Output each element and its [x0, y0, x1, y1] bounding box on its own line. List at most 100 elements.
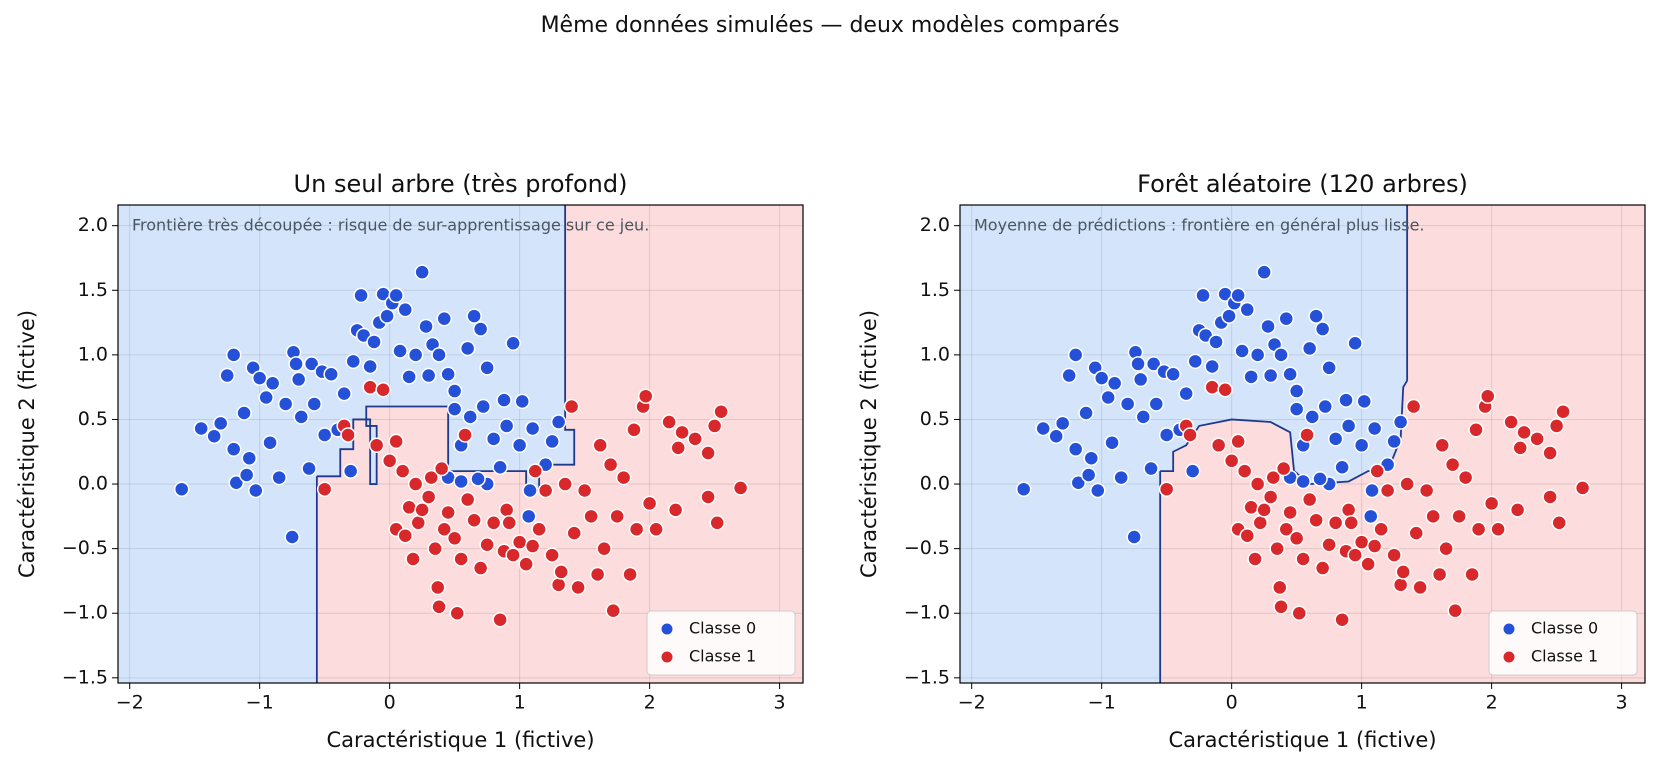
- point: [1373, 521, 1389, 538]
- point: [420, 489, 437, 505]
- point: [228, 475, 245, 491]
- point: [1308, 512, 1324, 528]
- point: [1362, 508, 1379, 525]
- point: [557, 476, 573, 492]
- point: [1464, 566, 1480, 583]
- point: [537, 482, 554, 499]
- point: [501, 515, 517, 531]
- y-tick-label: 1.0: [920, 343, 950, 365]
- point: [1542, 445, 1558, 461]
- point: [353, 287, 369, 304]
- point: [661, 414, 677, 430]
- point: [362, 379, 378, 395]
- point: [368, 437, 385, 454]
- point: [566, 525, 582, 541]
- point: [290, 371, 307, 388]
- point: [1210, 437, 1227, 454]
- point: [420, 367, 437, 384]
- point: [345, 353, 362, 370]
- point: [284, 529, 300, 545]
- point: [241, 450, 258, 466]
- point: [1061, 367, 1077, 384]
- x-axis-label: Caractéristique 1 (fictive): [1168, 728, 1436, 752]
- point: [1468, 422, 1484, 438]
- point: [1262, 489, 1279, 505]
- point: [379, 308, 395, 324]
- x-tick-label: −1: [246, 692, 274, 714]
- point: [225, 347, 242, 363]
- y-tick-label: 0.5: [920, 408, 950, 430]
- point: [1327, 515, 1344, 531]
- point: [301, 460, 317, 477]
- point: [1236, 463, 1253, 479]
- point: [375, 381, 391, 398]
- point: [674, 424, 690, 441]
- point: [709, 515, 725, 531]
- point: [1262, 367, 1279, 384]
- legend-marker: [1502, 622, 1516, 636]
- point: [1106, 375, 1123, 392]
- point: [1067, 347, 1084, 363]
- point: [1509, 502, 1526, 518]
- point: [1288, 530, 1305, 547]
- annotation: Moyenne de prédictions : frontière en gé…: [974, 216, 1425, 235]
- point: [397, 527, 414, 544]
- point: [1239, 527, 1256, 544]
- point: [470, 471, 486, 487]
- y-axis-label: Caractéristique 2 (fictive): [15, 310, 39, 578]
- point: [732, 480, 749, 496]
- point: [1070, 475, 1087, 491]
- point: [430, 579, 446, 596]
- y-tick-label: 0.0: [920, 473, 950, 495]
- point: [401, 369, 417, 385]
- point: [1035, 420, 1051, 437]
- point: [576, 482, 593, 499]
- point: [592, 437, 608, 454]
- point: [1434, 437, 1450, 454]
- axes-frame: [117, 204, 804, 684]
- point: [1204, 358, 1220, 375]
- axes-frame: [959, 204, 1646, 684]
- point: [1312, 471, 1328, 487]
- point: [440, 366, 456, 382]
- y-tick-label: 0.0: [78, 473, 108, 495]
- x-tick-label: 3: [1616, 692, 1628, 714]
- point: [475, 398, 491, 415]
- point: [1178, 385, 1194, 402]
- point: [1217, 381, 1233, 398]
- point: [1301, 491, 1318, 508]
- point: [1230, 287, 1246, 304]
- point: [531, 521, 547, 538]
- point: [1093, 370, 1110, 386]
- point: [457, 427, 473, 443]
- region-class-0: [118, 205, 575, 683]
- point: [505, 335, 521, 351]
- legend-label: Classe 0: [1531, 619, 1598, 638]
- y-axis-label: Caractéristique 2 (fictive): [857, 310, 881, 578]
- y-tick-label: 2.0: [920, 214, 950, 236]
- point: [453, 473, 469, 490]
- point: [602, 456, 619, 473]
- point: [212, 415, 229, 432]
- point: [1516, 424, 1532, 441]
- point: [219, 367, 235, 384]
- point: [1555, 403, 1571, 420]
- point: [258, 389, 274, 406]
- point: [206, 428, 222, 444]
- point: [1221, 308, 1237, 324]
- point: [1512, 440, 1528, 456]
- point: [381, 453, 398, 469]
- point: [440, 504, 456, 521]
- point: [392, 343, 408, 359]
- point: [1208, 334, 1224, 350]
- point: [1288, 383, 1305, 399]
- point: [524, 420, 541, 437]
- point: [520, 508, 537, 525]
- point: [1347, 547, 1363, 563]
- point: [362, 358, 378, 375]
- point: [1234, 343, 1250, 359]
- point: [563, 398, 580, 415]
- point: [1165, 366, 1181, 382]
- point: [1386, 433, 1402, 450]
